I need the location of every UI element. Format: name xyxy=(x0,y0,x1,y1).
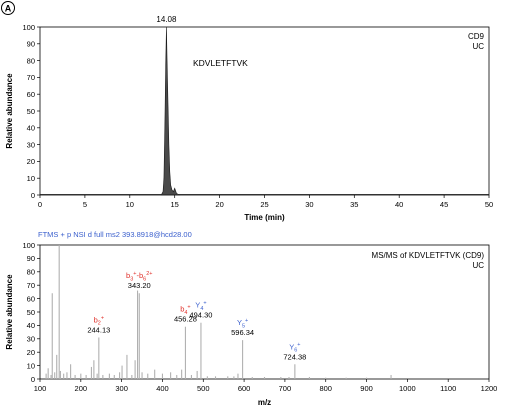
chromatogram-x-tick-label: 45 xyxy=(440,200,448,209)
msms-y-tick-label: 30 xyxy=(27,335,35,344)
chromatogram-apex-label: 14.08 xyxy=(156,15,177,24)
chromatogram-y-axis: 0 10 20 30 40 50 60 70 80 90 100 xyxy=(22,23,40,200)
panel-label: A xyxy=(5,4,12,14)
ion-mz-value: 724.38 xyxy=(283,352,306,361)
msms-legend-line-1: MS/MS of KDVLETFTVK (CD9) xyxy=(372,251,485,260)
msms-y-tick-label: 50 xyxy=(27,308,35,317)
chromatogram-x-tick-label: 35 xyxy=(350,200,358,209)
chromatogram-x-tick-label: 0 xyxy=(38,200,42,209)
ion-label: b2+ xyxy=(94,315,104,326)
msms-y-tick-label: 0 xyxy=(31,375,35,384)
ion-label: b3+-b62+ xyxy=(126,271,152,282)
msms-x-tick-label: 400 xyxy=(156,384,169,393)
chromatogram-legend-line-1: CD9 xyxy=(468,32,485,41)
msms-peaks xyxy=(45,245,392,379)
chromatogram-legend-line-2: UC xyxy=(472,42,484,51)
chromatogram-y-tick-label: 40 xyxy=(27,124,35,133)
chromatogram-peak-area xyxy=(160,26,181,196)
msms-y-tick-label: 60 xyxy=(27,294,35,303)
chromatogram-plot-frame xyxy=(39,26,490,196)
chromatogram-x-axis-label: Time (min) xyxy=(244,213,285,222)
msms-y-tick-label: 20 xyxy=(27,348,35,357)
chromatogram-x-tick-label: 40 xyxy=(395,200,403,209)
msms-y-tick-label: 70 xyxy=(27,281,35,290)
chromatogram-x-tick-label: 25 xyxy=(260,200,268,209)
chromatogram-y-tick-label: 80 xyxy=(27,56,35,65)
chromatogram-y-tick-label: 100 xyxy=(22,23,35,32)
msms-x-tick-label: 300 xyxy=(115,384,128,393)
msms-plot-frame xyxy=(39,244,490,380)
ion-label: Y4+ xyxy=(195,301,206,312)
msms-x-axis-label: m/z xyxy=(258,398,271,407)
msms-x-tick-label: 700 xyxy=(279,384,292,393)
msms-y-tick-label: 40 xyxy=(27,321,35,330)
msms-x-tick-label: 900 xyxy=(360,384,373,393)
ion-mz-value: 343.20 xyxy=(128,281,151,290)
chromatogram-x-tick-label: 15 xyxy=(171,200,179,209)
msms-y-tick-label: 100 xyxy=(22,241,35,250)
chromatogram-x-tick-label: 50 xyxy=(485,200,493,209)
chromatogram-y-axis-label: Relative abundance xyxy=(5,73,14,149)
msms-x-tick-label: 1000 xyxy=(399,384,416,393)
chromatogram-x-tick-label: 20 xyxy=(215,200,223,209)
chromatogram-x-tick-label: 30 xyxy=(305,200,313,209)
ion-mz-value: 456.28 xyxy=(174,315,197,324)
ion-mz-value: 494.30 xyxy=(189,311,212,320)
ion-label: Y5+ xyxy=(237,318,248,329)
msms-y-tick-label: 90 xyxy=(27,254,35,263)
chromatogram-y-tick-label: 50 xyxy=(27,107,35,116)
ion-mz-value: 244.13 xyxy=(87,325,110,334)
chromatogram-y-tick-label: 10 xyxy=(27,174,35,183)
chromatogram-y-tick-label: 90 xyxy=(27,40,35,49)
chromatogram-x-tick-label: 5 xyxy=(83,200,87,209)
chromatogram-x-axis: 0 5 10 15 20 25 30 35 40 45 50 xyxy=(38,195,493,209)
ion-mz-value: 596.34 xyxy=(231,328,254,337)
chromatogram-peak-label: KDVLETFTVK xyxy=(193,58,248,68)
msms-legend-line-2: UC xyxy=(472,261,484,270)
msms-x-tick-label: 800 xyxy=(319,384,332,393)
msms-x-tick-label: 1200 xyxy=(481,384,498,393)
msms-y-tick-label: 80 xyxy=(27,268,35,277)
chromatogram-trace xyxy=(40,26,489,196)
msms-x-tick-label: 200 xyxy=(75,384,88,393)
ion-label: Y6+ xyxy=(289,342,300,353)
msms-x-tick-label: 500 xyxy=(197,384,210,393)
msms-y-axis: 0 10 20 30 40 50 60 70 80 90 100 xyxy=(22,241,40,384)
msms-x-tick-label: 100 xyxy=(34,384,47,393)
chromatogram-y-tick-label: 30 xyxy=(27,140,35,149)
chromatogram-panel: 0 10 20 30 40 50 60 70 80 90 100 0 5 10 15 20 25 30 35 40 4… xyxy=(5,15,493,222)
msms-panel: FTMS + p NSI d full ms2 393.8918@hcd28.0… xyxy=(5,230,497,407)
chromatogram-y-tick-label: 60 xyxy=(27,90,35,99)
msms-x-tick-label: 1100 xyxy=(440,384,456,393)
msms-scan-header: FTMS + p NSI d full ms2 393.8918@hcd28.0… xyxy=(38,230,192,239)
msms-x-tick-label: 600 xyxy=(238,384,251,393)
ion-label: b4+ xyxy=(180,305,190,316)
chromatogram-y-tick-label: 20 xyxy=(27,157,35,166)
chromatogram-x-tick-label: 10 xyxy=(126,200,134,209)
chromatogram-y-tick-label: 70 xyxy=(27,73,35,82)
msms-x-axis: 100 200 300 400 500 600 700 800 900 1000 1100 1200 xyxy=(34,379,498,393)
msms-y-axis-label: Relative abundance xyxy=(5,274,14,350)
chromatogram-y-tick-label: 0 xyxy=(31,191,35,200)
msms-y-tick-label: 10 xyxy=(27,361,35,370)
panel-label-badge: A xyxy=(1,1,15,15)
